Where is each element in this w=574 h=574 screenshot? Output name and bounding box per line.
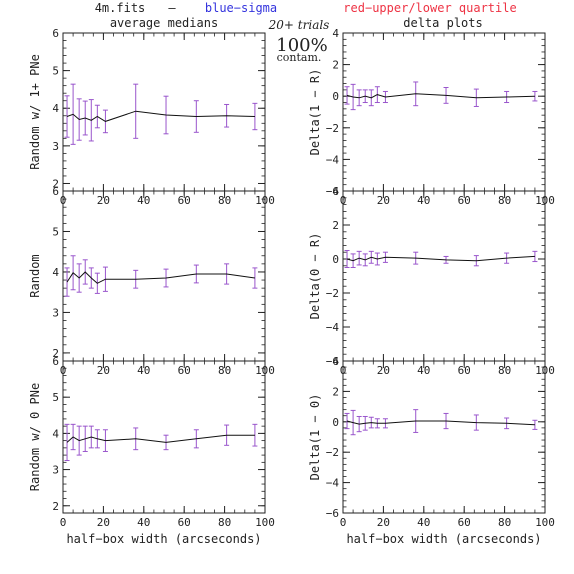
y-axis-label: Delta(0 − R) (308, 233, 322, 320)
panel-frame (62, 190, 266, 362)
y-tick-label: −4 (326, 153, 340, 166)
y-tick-label: 6 (52, 355, 59, 368)
left-column-title: average medians (110, 16, 218, 30)
x-tick-label: 20 (377, 364, 390, 377)
series-line (346, 93, 535, 99)
y-tick-label: 4 (332, 355, 339, 368)
x-tick-label: 80 (218, 194, 231, 207)
y-tick-label: 5 (52, 391, 59, 404)
trials-label: 20+ trials (268, 18, 330, 32)
y-tick-label: −2 (326, 446, 339, 459)
series-line (346, 420, 535, 426)
x-tick-label: 40 (137, 364, 150, 377)
y-axis-label: Random (28, 254, 42, 297)
header-file: 4m.fits (95, 1, 146, 15)
x-tick-label: 80 (498, 516, 511, 529)
y-axis-label: Delta(1 − R) (308, 69, 322, 156)
y-tick-label: 2 (52, 500, 59, 513)
series-line (66, 434, 255, 443)
y-tick-label: 4 (52, 427, 59, 440)
y-tick-label: −6 (326, 507, 339, 520)
y-tick-label: 4 (52, 266, 59, 279)
x-tick-label: 60 (178, 364, 191, 377)
y-tick-label: 0 (332, 90, 339, 103)
x-tick-label: 0 (60, 516, 67, 529)
y-tick-label: 3 (52, 464, 59, 477)
x-tick-label: 80 (498, 364, 511, 377)
panel-frame (342, 360, 546, 514)
x-tick-label: 0 (340, 516, 347, 529)
right-column-title: delta plots (403, 16, 482, 30)
x-tick-label: 40 (417, 194, 430, 207)
x-tick-label: 80 (218, 516, 231, 529)
y-axis-label: Delta(1 − 0) (308, 394, 322, 481)
x-tick-label: 40 (137, 194, 150, 207)
series-line (66, 110, 255, 122)
x-tick-label: 80 (218, 364, 231, 377)
x-tick-label: 80 (498, 194, 511, 207)
header-red-quartile: red−upper/lower quartile (343, 1, 516, 15)
y-tick-label: 4 (332, 27, 339, 40)
y-tick-label: 3 (52, 140, 59, 153)
y-tick-label: 0 (332, 416, 339, 429)
x-tick-label: 40 (417, 364, 430, 377)
x-tick-label: 40 (417, 516, 430, 529)
y-tick-label: 4 (52, 102, 59, 115)
y-tick-label: −4 (326, 321, 340, 334)
y-tick-label: 4 (332, 185, 339, 198)
panel-frame (342, 190, 546, 362)
x-axis-label: half−box width (arcseconds) (66, 532, 261, 546)
series-line (66, 271, 255, 284)
y-tick-label: −6 (326, 185, 339, 198)
x-axis-label: half−box width (arcseconds) (346, 532, 541, 546)
y-tick-label: 3 (52, 306, 59, 319)
y-tick-label: 2 (332, 59, 339, 72)
x-tick-label: 40 (137, 516, 150, 529)
contamination-label: contam. (277, 51, 322, 64)
x-tick-label: 20 (97, 194, 110, 207)
panel-frame (342, 32, 546, 192)
y-tick-label: 5 (52, 65, 59, 78)
series-line (346, 255, 535, 262)
x-tick-label: 60 (458, 516, 471, 529)
x-tick-label: 60 (458, 194, 471, 207)
x-tick-label: 20 (97, 364, 110, 377)
y-tick-label: −4 (326, 477, 340, 490)
header-blue-sigma: blue−sigma (205, 1, 277, 15)
x-tick-label: 60 (178, 516, 191, 529)
x-tick-label: 100 (535, 516, 555, 529)
y-tick-label: 2 (332, 385, 339, 398)
x-tick-label: 60 (458, 364, 471, 377)
panel-frame (62, 360, 266, 514)
y-tick-label: 2 (332, 219, 339, 232)
x-tick-label: 20 (377, 516, 390, 529)
x-tick-label: 60 (178, 194, 191, 207)
panel-frame (62, 32, 266, 192)
x-tick-label: 20 (377, 194, 390, 207)
x-tick-label: 20 (97, 516, 110, 529)
y-tick-label: −2 (326, 287, 339, 300)
y-axis-label: Random w/ 1+ PNe (28, 54, 42, 170)
contamination-percent: 100% (276, 35, 327, 56)
header-dash: — (168, 1, 176, 15)
y-tick-label: 5 (52, 225, 59, 238)
y-tick-label: 6 (52, 27, 59, 40)
y-tick-label: 2 (52, 347, 59, 360)
y-tick-label: −6 (326, 355, 339, 368)
y-tick-label: −2 (326, 122, 339, 135)
y-tick-label: 0 (332, 253, 339, 266)
y-tick-label: 2 (52, 177, 59, 190)
y-tick-label: 6 (52, 185, 59, 198)
x-tick-label: 100 (255, 516, 275, 529)
y-axis-label: Random w/ 0 PNe (28, 383, 42, 491)
